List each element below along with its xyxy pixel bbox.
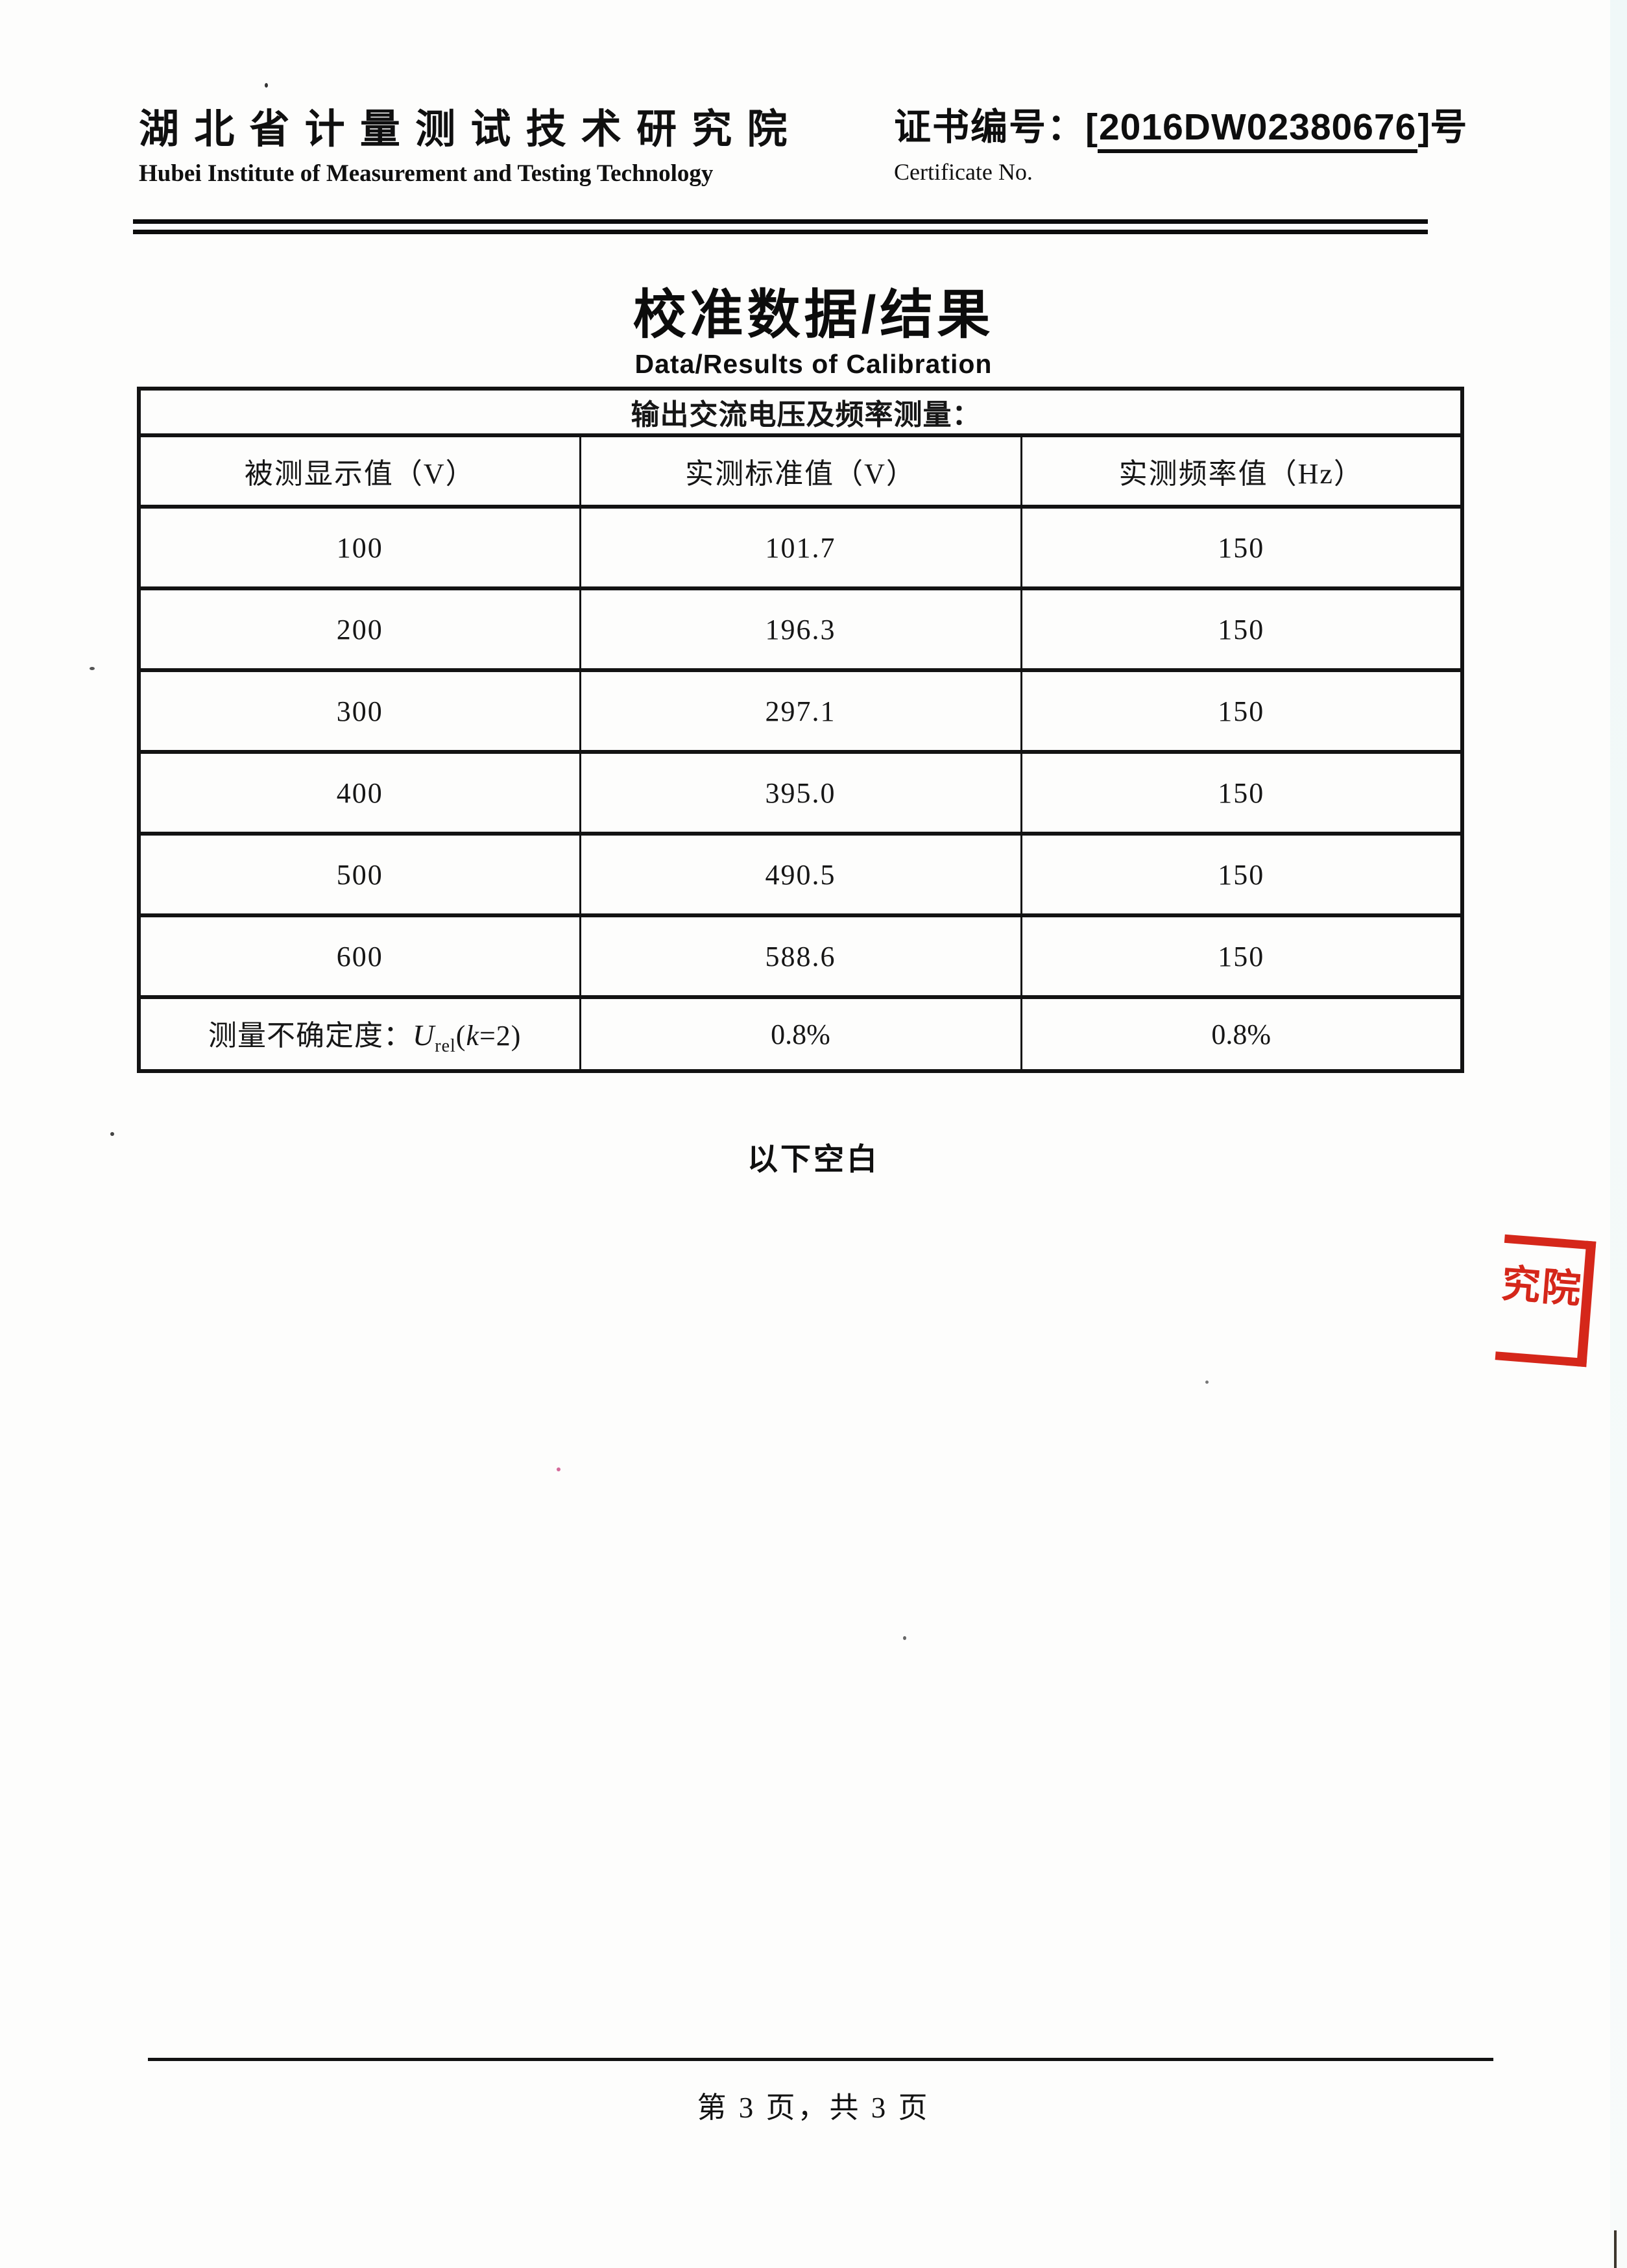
header-divider-double-rule [133, 219, 1428, 234]
page-number: 第 3 页，共 3 页 [697, 2092, 930, 2124]
cell-displayed-value: 600 [137, 913, 581, 999]
table-section-header: 输出交流电压及频率测量： [137, 387, 1464, 437]
cell-displayed-value: 400 [137, 750, 581, 836]
cell-frequency-value: 150 [1020, 586, 1464, 672]
cell-frequency-value: 150 [1020, 668, 1464, 754]
institute-header: 湖 北 省 计 量 测 试 技 术 研 究 院 Hubei Institute … [139, 96, 789, 187]
table-uncertainty-row: 测量不确定度：Urel(k=2) 0.8% 0.8% [137, 995, 1464, 1073]
scan-speck [110, 1132, 114, 1136]
certificate-number-line: 证书编号：[2016DW02380676]号 [894, 97, 1467, 153]
certificate-number-label-en: Certificate No. [894, 159, 1033, 185]
certificate-bracket-close: ] [1417, 106, 1430, 148]
cell-frequency-value: 150 [1020, 750, 1464, 836]
cell-frequency-value: 150 [1020, 913, 1464, 999]
uncertainty-paren-open: ( [455, 1019, 466, 1052]
cell-frequency-value: 150 [1020, 832, 1464, 917]
certificate-number-suffix: 号 [1430, 106, 1467, 148]
scan-speck [1205, 1381, 1209, 1384]
uncertainty-u-symbol: U [413, 1018, 435, 1052]
cell-displayed-value: 500 [137, 832, 581, 917]
certificate-number-value: 2016DW02380676 [1097, 106, 1418, 153]
cell-displayed-value: 100 [137, 505, 581, 590]
table-row: 500 490.5 150 [137, 832, 1464, 917]
certificate-number-label-cn: 证书编号： [894, 106, 1085, 148]
cell-frequency-value: 150 [1020, 505, 1464, 590]
scan-edge-mark [1614, 2230, 1617, 2268]
uncertainty-value-frequency: 0.8% [1020, 995, 1464, 1073]
institute-name-cn: 湖 北 省 计 量 测 试 技 术 研 究 院 [139, 107, 789, 152]
table-row: 600 588.6 150 [137, 913, 1464, 999]
certificate-bracket-open: [ [1085, 106, 1098, 148]
scan-speck [90, 667, 95, 670]
scan-speck [557, 1467, 560, 1471]
column-header-displayed-value: 被测显示值（V） [137, 433, 581, 509]
uncertainty-u-subscript: rel [435, 1035, 456, 1056]
cell-displayed-value: 200 [137, 586, 581, 672]
table-section-row: 输出交流电压及频率测量： [137, 387, 1464, 437]
cell-standard-value: 395.0 [579, 750, 1022, 836]
cell-displayed-value: 300 [137, 668, 581, 754]
table-row: 100 101.7 150 [137, 505, 1464, 590]
institute-name-en: Hubei Institute of Measurement and Testi… [139, 160, 714, 187]
calibration-results-table: 输出交流电压及频率测量： 被测显示值（V） 实测标准值（V） 实测频率值（Hz）… [137, 387, 1464, 1073]
cell-standard-value: 196.3 [579, 586, 1022, 672]
column-header-measured-frequency: 实测频率值（Hz） [1020, 433, 1464, 509]
cell-standard-value: 297.1 [579, 668, 1022, 754]
certificate-number-block: 证书编号：[2016DW02380676]号 Certificate No. [894, 97, 1467, 186]
table-row: 300 297.1 150 [137, 668, 1464, 754]
table-row: 200 196.3 150 [137, 586, 1464, 672]
scan-speck [265, 83, 268, 88]
blank-below-note: 以下空白 [747, 1142, 880, 1176]
page-title-cn: 校准数据/结果 [633, 285, 994, 344]
uncertainty-k-rest: =2) [479, 1019, 522, 1052]
scan-edge-tint [1610, 0, 1627, 2268]
uncertainty-k-symbol: k [466, 1019, 479, 1052]
scan-speck [903, 1636, 906, 1640]
cell-standard-value: 588.6 [579, 913, 1022, 999]
cell-standard-value: 490.5 [579, 832, 1022, 917]
uncertainty-label-prefix: 测量不确定度： [208, 1019, 413, 1052]
uncertainty-value-voltage: 0.8% [579, 995, 1022, 1073]
page-title-en: Data/Results of Calibration [634, 349, 993, 379]
footer-divider-line [148, 2058, 1493, 2061]
uncertainty-label-cell: 测量不确定度：Urel(k=2) [137, 995, 581, 1073]
table-header-row: 被测显示值（V） 实测标准值（V） 实测频率值（Hz） [137, 433, 1464, 509]
table-row: 400 395.0 150 [137, 750, 1464, 836]
column-header-measured-standard: 实测标准值（V） [579, 433, 1022, 509]
official-seal-text: 究院 [1500, 1262, 1584, 1312]
cell-standard-value: 101.7 [579, 505, 1022, 590]
official-seal-fragment: 究院 [1495, 1234, 1597, 1368]
